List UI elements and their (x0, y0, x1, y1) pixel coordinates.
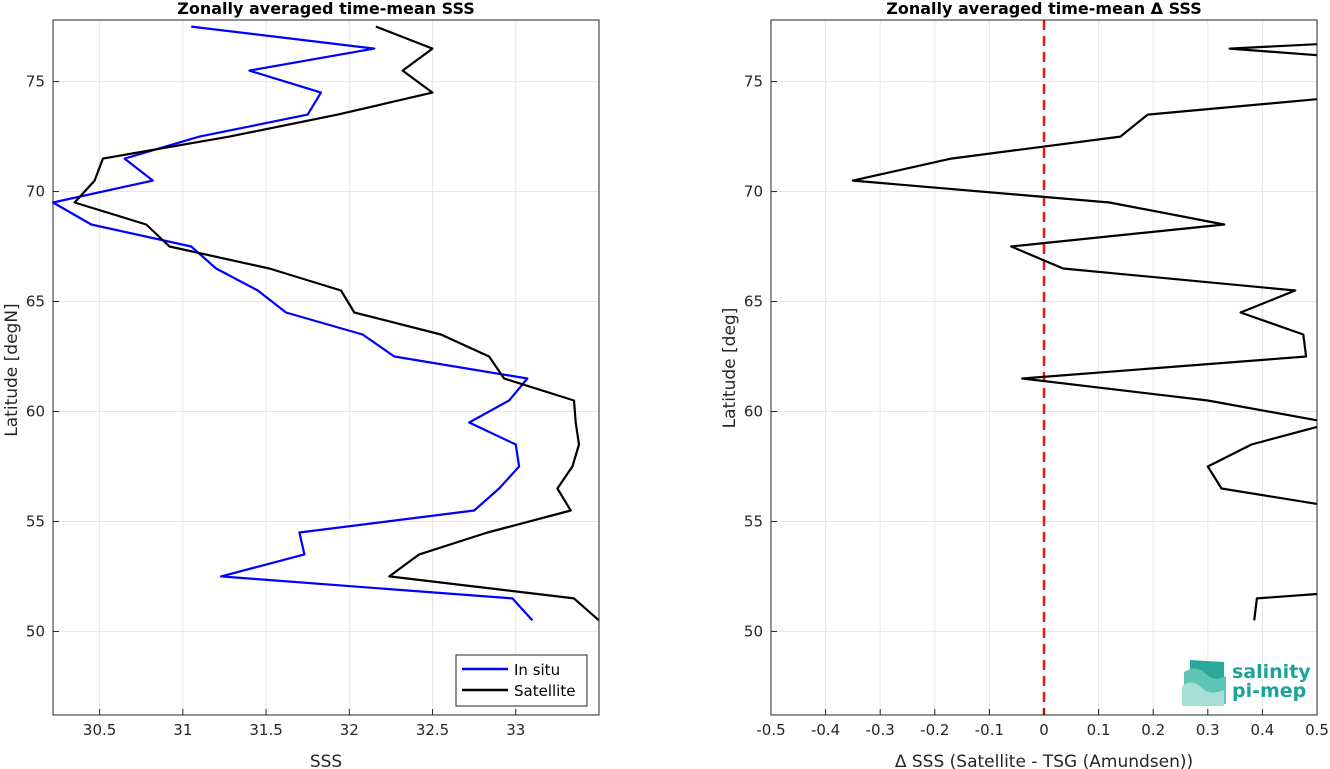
y-tick-label: 60 (26, 402, 45, 420)
x-tick-label: 33 (506, 721, 525, 739)
y-tick-label: 50 (26, 622, 45, 640)
delta-sss-line (1228, 43, 1318, 57)
y-tick-label: 55 (744, 512, 763, 530)
y-tick-label: 70 (26, 183, 45, 201)
legend-label-in-situ: In situ (514, 661, 560, 679)
x-tick-label: 31 (173, 721, 192, 739)
y-tick-label: 65 (26, 293, 45, 311)
axes-box (52, 19, 600, 716)
x-axis-label: SSS (310, 752, 342, 769)
delta-sss-line (1206, 425, 1318, 505)
chart-title: Zonally averaged time-mean Δ SSS (886, 0, 1202, 18)
x-tick-label: 30.5 (83, 721, 116, 739)
x-tick-label: 32 (340, 721, 359, 739)
plot-lines (51, 25, 600, 622)
x-tick-label: 31.5 (249, 721, 282, 739)
series-line-satellite (73, 25, 600, 622)
tick-labels: 30.5 31 31.5 32 32.5 33 50 55 60 65 70 75 (26, 73, 525, 739)
x-tick-label: 32.5 (416, 721, 449, 739)
x-tick-label: 0.4 (1250, 721, 1274, 739)
sss-panel: Zonally averaged time-mean SSS 30.5 31 31.… (2, 0, 600, 769)
axes-box (770, 19, 1318, 716)
grid (53, 20, 599, 715)
x-tick-label: 0.1 (1087, 721, 1111, 739)
x-tick-label: -0.3 (866, 721, 895, 739)
delta-sss-line (851, 98, 1318, 422)
y-tick-label: 55 (26, 512, 45, 530)
logo-text-line1: salinity (1232, 661, 1311, 683)
x-tick-label: 0.2 (1141, 721, 1165, 739)
wave-logo-icon (1182, 660, 1226, 706)
series-line-in-situ (51, 25, 534, 622)
legend: In situ Satellite (455, 654, 588, 707)
tick-labels: -0.5 -0.4 -0.3 -0.2 -0.1 0 0.1 0.2 0.3 0.4 0.5 50 55… (744, 73, 1329, 739)
x-tick-label: -0.2 (920, 721, 949, 739)
logo-text-line2: pi-mep (1232, 680, 1306, 702)
x-axis-label: Δ SSS (Satellite - TSG (Amundsen)) (895, 752, 1193, 769)
x-tick-label: -0.4 (811, 721, 840, 739)
x-tick-label: 0.3 (1196, 721, 1220, 739)
x-tick-label: 0 (1039, 721, 1049, 739)
salinity-pi-mep-logo: salinity pi-mep (1182, 660, 1311, 706)
y-axis-label: Latitude [degN] (2, 303, 22, 436)
legend-label-satellite: Satellite (514, 682, 575, 700)
plot-lines (851, 20, 1318, 715)
y-tick-label: 60 (744, 402, 763, 420)
y-tick-label: 65 (744, 293, 763, 311)
x-tick-label: -0.5 (756, 721, 785, 739)
legend-box (455, 654, 588, 707)
y-tick-label: 70 (744, 183, 763, 201)
y-tick-label: 75 (26, 73, 45, 91)
x-tick-label: -0.1 (975, 721, 1004, 739)
delta-sss-line (1253, 592, 1318, 621)
delta-sss-panel: Zonally averaged time-mean Δ SSS -0.5 -0.… (720, 0, 1329, 769)
y-tick-label: 50 (744, 622, 763, 640)
y-tick-label: 75 (744, 73, 763, 91)
x-tick-label: 0.5 (1305, 721, 1329, 739)
chart-title: Zonally averaged time-mean SSS (177, 0, 475, 18)
y-axis-label: Latitude [deg] (720, 308, 740, 429)
